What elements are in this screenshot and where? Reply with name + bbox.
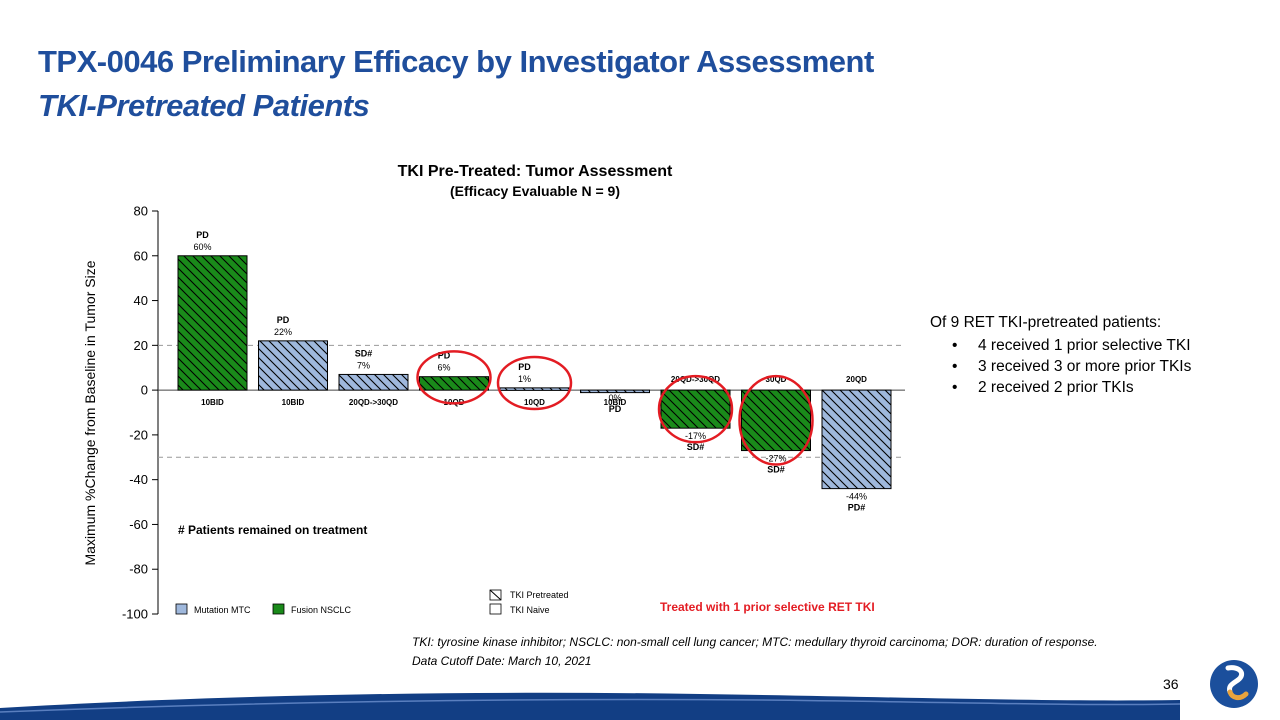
response-label: SD# — [355, 348, 373, 358]
response-label: SD# — [767, 465, 785, 475]
slide-subtitle: TKI-Pretreated Patients — [38, 88, 370, 123]
summary-bullet: 2 received 2 prior TKIs — [952, 377, 1250, 398]
value-label: -44% — [846, 492, 867, 502]
x-category-label: 20QD->30QD — [671, 375, 720, 384]
value-label: 0% — [608, 393, 621, 403]
response-label: PD — [609, 404, 622, 414]
slide-title: TPX-0046 Preliminary Efficacy by Investi… — [38, 44, 874, 79]
legend-label-naive: TKI Naive — [510, 605, 550, 615]
bar-hatch — [822, 390, 891, 489]
chart-subtitle: (Efficacy Evaluable N = 9) — [450, 183, 620, 199]
y-tick-label: -20 — [129, 427, 148, 442]
circle-legend-note: Treated with 1 prior selective RET TKI — [660, 600, 875, 614]
company-logo — [1210, 660, 1258, 708]
x-category-label: 10BID — [604, 398, 627, 407]
bar-hatch — [741, 390, 811, 451]
summary-list: 4 received 1 prior selective TKI 3 recei… — [930, 335, 1250, 398]
selective-tki-circle — [738, 374, 814, 466]
value-label: -17% — [685, 431, 706, 441]
y-tick-label: -100 — [122, 607, 148, 622]
y-tick-label: -40 — [129, 472, 148, 487]
y-tick-label: -80 — [129, 562, 148, 577]
footnote-cutoff-date: Data Cutoff Date: March 10, 2021 — [412, 654, 592, 668]
legend-swatch-pretreated-hatch — [489, 589, 502, 601]
response-label: PD — [438, 351, 451, 361]
y-tick-label: 60 — [134, 248, 148, 263]
value-label: -27% — [765, 454, 786, 464]
response-label: PD — [518, 362, 531, 372]
legend-label-nsclc: Fusion NSCLC — [291, 605, 352, 615]
selective-tki-circle — [416, 350, 492, 405]
legend-swatch-nsclc — [272, 603, 285, 615]
y-axis-label: Maximum %Change from Baseline in Tumor S… — [82, 260, 98, 565]
response-label: PD — [196, 230, 209, 240]
chart-title: TKI Pre-Treated: Tumor Assessment — [398, 163, 673, 180]
footnote: TKI: tyrosine kinase inhibitor; NSCLC: n… — [412, 633, 1098, 671]
legend-swatch-mtc — [175, 603, 188, 615]
page-number: 36 — [1163, 676, 1179, 692]
legend-swatch-naive — [489, 603, 502, 615]
response-label: PD# — [848, 503, 866, 513]
treatment-annotation: # Patients remained on treatment — [178, 523, 367, 537]
x-category-label: 10BID — [282, 398, 305, 407]
bar-hatch — [419, 376, 489, 391]
value-label: 60% — [193, 242, 211, 252]
summary-bullet: 3 received 3 or more prior TKIs — [952, 356, 1250, 377]
bar-hatch — [178, 255, 247, 391]
x-category-label: 10BID — [201, 398, 224, 407]
legend-label-mtc: Mutation MTC — [194, 605, 251, 615]
y-tick-label: 80 — [134, 204, 148, 219]
summary-bullet: 4 received 1 prior selective TKI — [952, 335, 1250, 356]
response-label: PD — [277, 315, 290, 325]
legend-label-pretreated: TKI Pretreated — [510, 590, 569, 600]
summary-heading: Of 9 RET TKI-pretreated patients: — [930, 314, 1162, 331]
y-tick-label: -60 — [129, 517, 148, 532]
bar-hatch — [661, 390, 730, 429]
pretreated-summary: Of 9 RET TKI-pretreated patients: 4 rece… — [930, 314, 1250, 398]
value-label: 7% — [357, 360, 370, 370]
bar-hatch — [339, 374, 408, 391]
selective-tki-circle — [657, 374, 734, 444]
bar-hatch — [258, 340, 328, 391]
x-category-label: 30QD — [766, 375, 787, 384]
value-label: 1% — [518, 374, 531, 384]
response-label: SD# — [687, 442, 705, 452]
value-label: 6% — [437, 363, 450, 373]
y-tick-label: 20 — [134, 338, 148, 353]
x-category-label: 20QD->30QD — [349, 398, 398, 407]
footnote-abbreviations: TKI: tyrosine kinase inhibitor; NSCLC: n… — [412, 635, 1098, 649]
x-category-label: 20QD — [846, 375, 867, 384]
value-label: 22% — [274, 327, 292, 337]
bar-hatch — [580, 390, 650, 393]
y-tick-label: 0 — [141, 383, 148, 398]
x-category-label: 10QD — [524, 398, 545, 407]
y-tick-label: 40 — [134, 293, 148, 308]
bar-hatch — [500, 387, 569, 391]
selective-tki-circle — [496, 355, 573, 411]
